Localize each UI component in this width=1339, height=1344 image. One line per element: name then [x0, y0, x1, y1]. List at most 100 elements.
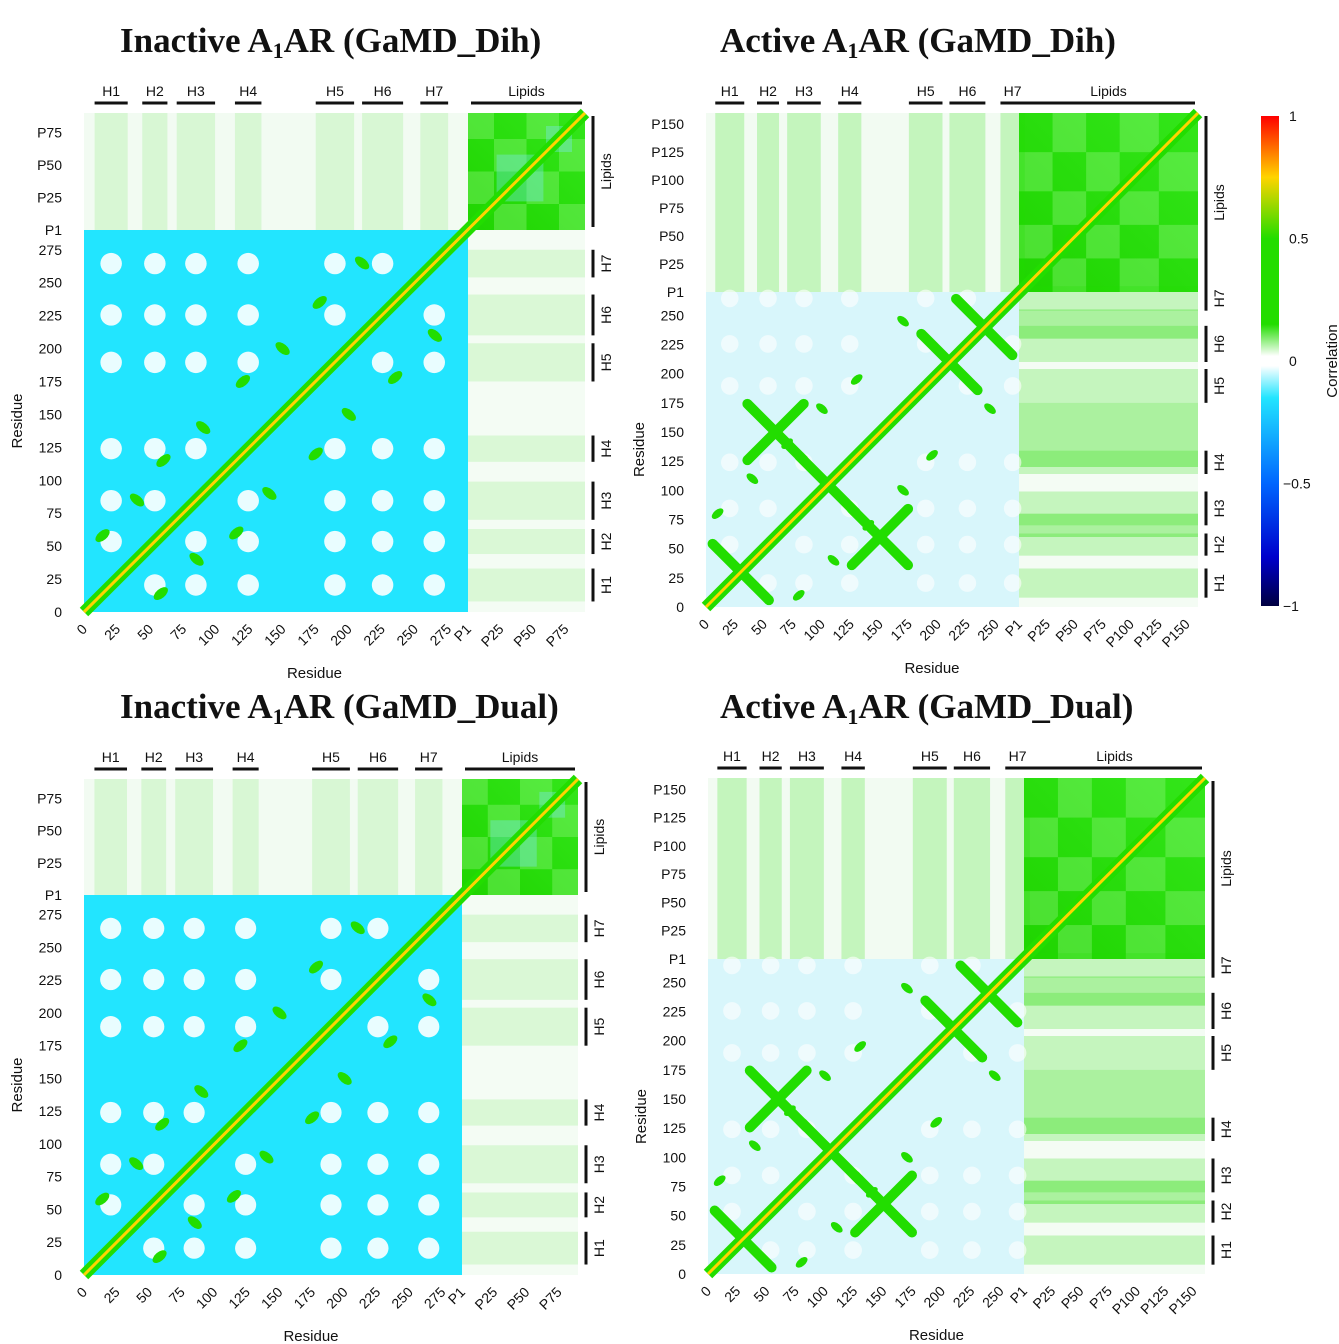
protein-patch — [840, 335, 859, 353]
protein-patch — [367, 1194, 389, 1216]
lipid-subblock — [462, 779, 488, 805]
x-tick-label: P75 — [536, 1284, 565, 1313]
protein-patch — [237, 351, 259, 374]
correlated-lobe — [901, 1152, 913, 1163]
y-tick-label: P50 — [37, 157, 62, 173]
panel-title: Active A1AR (GaMD_Dih) — [720, 21, 1116, 63]
segment-label-right: H2 — [1211, 535, 1227, 553]
protein-patch — [418, 1153, 440, 1175]
lipid-subblock — [1086, 224, 1120, 259]
lipid-protein-stripe — [462, 1099, 578, 1126]
protein-patch — [916, 499, 935, 518]
title-rest: AR (GaMD_Dih) — [858, 21, 1116, 60]
x-tick-label: P25 — [478, 621, 507, 650]
protein-lipid-stripe — [715, 113, 745, 292]
segment-label-right: H4 — [598, 440, 614, 458]
correlated-lobe — [850, 374, 863, 385]
protein-patch — [916, 535, 935, 554]
protein-patch — [759, 377, 777, 395]
segment-label-right: H3 — [1211, 499, 1227, 517]
protein-lipid-stripe — [312, 779, 350, 895]
x-tick-label: 100 — [193, 1284, 221, 1312]
y-axis-label: Residue — [631, 422, 648, 477]
segment-label-right-lipids: Lipids — [591, 819, 607, 856]
protein-lipid-stripe — [759, 778, 782, 959]
cross-arm — [846, 503, 914, 571]
protein-patch — [759, 453, 777, 472]
protein-patch — [320, 968, 342, 991]
protein-patch — [144, 351, 166, 374]
colorbar-scale — [1261, 116, 1279, 606]
y-tick-label: P100 — [653, 838, 686, 854]
protein-patch — [916, 574, 935, 592]
protein-patch — [371, 351, 394, 374]
correlated-lobe — [897, 485, 909, 496]
protein-patch — [100, 1153, 122, 1175]
correlated-lobe — [153, 587, 168, 601]
lipid-subblock — [1057, 857, 1092, 892]
y-tick-label: 0 — [54, 1267, 62, 1283]
protein-patch — [723, 1202, 741, 1221]
protein-patch — [721, 377, 739, 395]
correlated-lobe — [155, 1117, 170, 1131]
lipid-protein-block-right — [462, 895, 578, 1275]
x-tick-label: 75 — [780, 1283, 802, 1305]
y-tick-label: 175 — [661, 395, 685, 411]
lipid-protein-band — [1019, 513, 1198, 537]
segment-label-top: H3 — [187, 83, 205, 99]
segment-label-top: H5 — [921, 748, 939, 764]
protein-lipid-stripe — [234, 113, 262, 230]
y-tick-label: 275 — [39, 907, 63, 923]
segment-label-top-lipids: Lipids — [502, 749, 539, 765]
segment-label-top: H7 — [420, 749, 438, 765]
protein-patch — [721, 499, 739, 518]
lipid-subblock — [1052, 113, 1087, 153]
protein-patch — [958, 574, 977, 592]
x-tick-label: P125 — [1131, 616, 1166, 651]
x-tick-label: 175 — [294, 621, 322, 649]
x-tick-label: P1 — [1007, 1283, 1031, 1307]
x-tick-label: 150 — [258, 1284, 286, 1312]
x-tick-label: 200 — [327, 621, 355, 649]
lipid-protein-stripe — [468, 481, 585, 520]
correlated-lobe — [901, 982, 913, 994]
x-tick-label: 250 — [388, 1284, 416, 1312]
title-subscript: 1 — [847, 704, 858, 729]
y-tick-label: P125 — [651, 144, 684, 160]
correlated-lobe — [383, 1035, 398, 1049]
x-tick-label: 150 — [261, 621, 289, 649]
protein-patch — [371, 530, 394, 553]
protein-patch — [958, 535, 977, 554]
protein-patch — [761, 956, 780, 975]
correlated-lobe — [308, 447, 323, 461]
panel-title: Active A1AR (GaMD_Dual) — [720, 687, 1133, 729]
protein-patch — [324, 437, 346, 460]
lipid-protein-band — [1019, 309, 1198, 339]
correlated-lobe — [129, 1157, 144, 1171]
protein-patch — [759, 335, 777, 353]
lipid-subblock — [1024, 817, 1058, 858]
y-tick-label: 25 — [670, 1237, 686, 1253]
protein-lipid-block-top — [84, 113, 468, 230]
segment-label-right: H2 — [598, 532, 614, 550]
x-tick-label: P1 — [451, 621, 475, 645]
correlated-lobe — [156, 454, 171, 467]
correlated-lobe — [262, 486, 277, 500]
x-tick-label: P25 — [1029, 1283, 1058, 1312]
segment-label-right: H6 — [1211, 335, 1227, 353]
protein-patch — [423, 437, 445, 460]
correlated-lobe — [187, 1216, 202, 1229]
protein-patch — [235, 1194, 257, 1216]
segment-label-top: H1 — [723, 748, 741, 764]
segment-label-right: H6 — [591, 970, 607, 988]
protein-patch — [844, 1002, 862, 1020]
protein-patch — [143, 917, 165, 940]
segment-label-right: H2 — [1218, 1202, 1234, 1220]
x-tick-label: 75 — [166, 1284, 188, 1306]
lipid-protein-stripe — [462, 914, 578, 943]
y-tick-label: 50 — [46, 538, 62, 554]
protein-patch — [185, 574, 207, 596]
protein-lipid-stripe — [1005, 778, 1030, 959]
lipid-subblock — [1165, 891, 1205, 926]
